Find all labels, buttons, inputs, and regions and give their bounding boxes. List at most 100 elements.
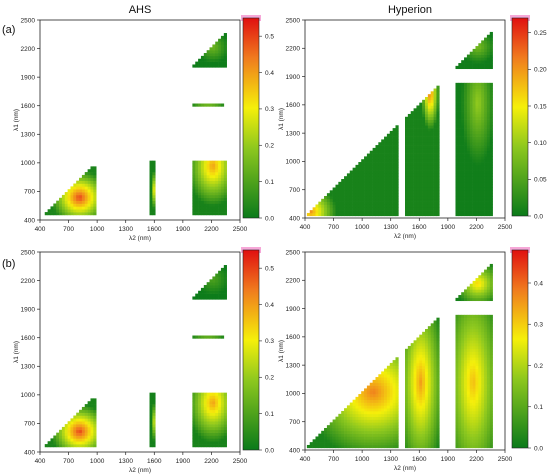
heatmap-cell [76,206,80,210]
heatmap-cell [395,173,399,177]
heatmap-cell [64,432,68,436]
heatmap-cell [472,314,476,318]
heatmap-cell [149,438,153,442]
heatmap-cell [392,360,396,364]
heatmap-cell [73,206,77,210]
heatmap-cell [410,150,414,154]
heatmap-cell [223,296,227,300]
heatmap-cell [378,396,382,401]
heatmap-cell [326,193,331,197]
heatmap-cell [381,145,385,149]
heatmap-cell [422,433,426,437]
heatmap-cell [427,371,432,375]
heatmap-cell [203,186,207,190]
heatmap-cell [413,153,417,157]
heatmap-cell [378,195,382,200]
heatmap-cell [215,392,219,396]
heatmap-cell [419,368,423,372]
heatmap-cell [469,145,473,149]
heatmap-cell [407,399,412,403]
heatmap-region-2 [455,314,493,449]
heatmap-cell [215,174,219,179]
heatmap-cell [478,317,482,321]
heatmap-cell [469,207,473,211]
heatmap-cell [416,136,420,140]
heatmap-cell [425,187,429,191]
colorbar-tick-label: 0.1 [534,404,543,411]
heatmap-cell [218,160,222,164]
heatmap-cell [200,404,205,408]
heatmap-cell [481,391,485,395]
heatmap-cell [389,153,393,157]
heatmap-cell [192,444,196,448]
heatmap-cell [405,139,409,143]
heatmap-cell [464,394,468,398]
heatmap-cell [436,385,440,389]
heatmap-cell [425,198,429,202]
heatmap-cell [410,419,414,423]
heatmap-cell [430,113,434,118]
heatmap-cell [73,418,77,422]
heatmap-cell [464,198,468,202]
heatmap-cell [455,210,459,214]
heatmap-cell [198,212,202,216]
heatmap-cell [198,398,202,402]
heatmap-cell [349,408,353,412]
heatmap-cell [405,411,409,415]
heatmap-cell [344,430,348,434]
heatmap-cell [384,430,388,434]
heatmap-cell [67,438,71,442]
heatmap-cell [407,133,412,137]
heatmap-cell [481,343,485,347]
heatmap-cell [472,411,476,415]
heatmap-cell [425,408,429,412]
heatmap-cell [369,204,373,208]
y-tick-label: 1900 [21,74,36,81]
heatmap-cell [433,326,437,330]
heatmap-cell [338,193,342,197]
heatmap-cell [475,411,479,415]
heatmap-cell [458,433,462,437]
heatmap-cell [223,270,227,274]
heatmap-cell [427,187,432,191]
heatmap-cell [73,212,77,216]
heatmap-cell [346,405,351,409]
heatmap-cell [200,429,205,433]
heatmap-cell [436,136,440,140]
heatmap-cell [413,425,417,429]
heatmap-cell [425,416,429,420]
heatmap-cell [484,348,488,352]
heatmap-cell [223,55,227,60]
heatmap-cell [341,187,345,191]
heatmap-cell [218,38,222,42]
heatmap-cell [419,210,423,214]
heatmap-cell [469,371,473,375]
heatmap-cell [355,430,359,434]
heatmap-cell [372,405,376,409]
heatmap-cell [366,164,371,169]
heatmap-cell [384,399,388,403]
heatmap-cell [481,46,485,50]
heatmap-cell [425,167,429,171]
heatmap-cell [375,147,379,152]
heatmap-cell [381,436,385,440]
heatmap-cell [425,388,429,392]
heatmap-cell [200,395,205,399]
heatmap-cell [200,296,205,300]
heatmap-cell [215,287,219,292]
heatmap-cell [209,64,213,68]
heatmap-cell [486,340,491,344]
heatmap-cell [489,331,493,335]
heatmap-cell [416,159,420,163]
heatmap-cell [386,405,391,409]
heatmap-cell [324,210,328,214]
heatmap-cell [436,133,440,137]
heatmap-cell [200,197,205,201]
heatmap-cell [486,181,491,185]
heatmap-cell [484,60,488,64]
heatmap-cell [475,88,479,92]
heatmap-cell [223,203,227,207]
heatmap-cell [416,190,420,194]
heatmap-cell [489,91,493,95]
heatmap-cell [461,360,465,364]
